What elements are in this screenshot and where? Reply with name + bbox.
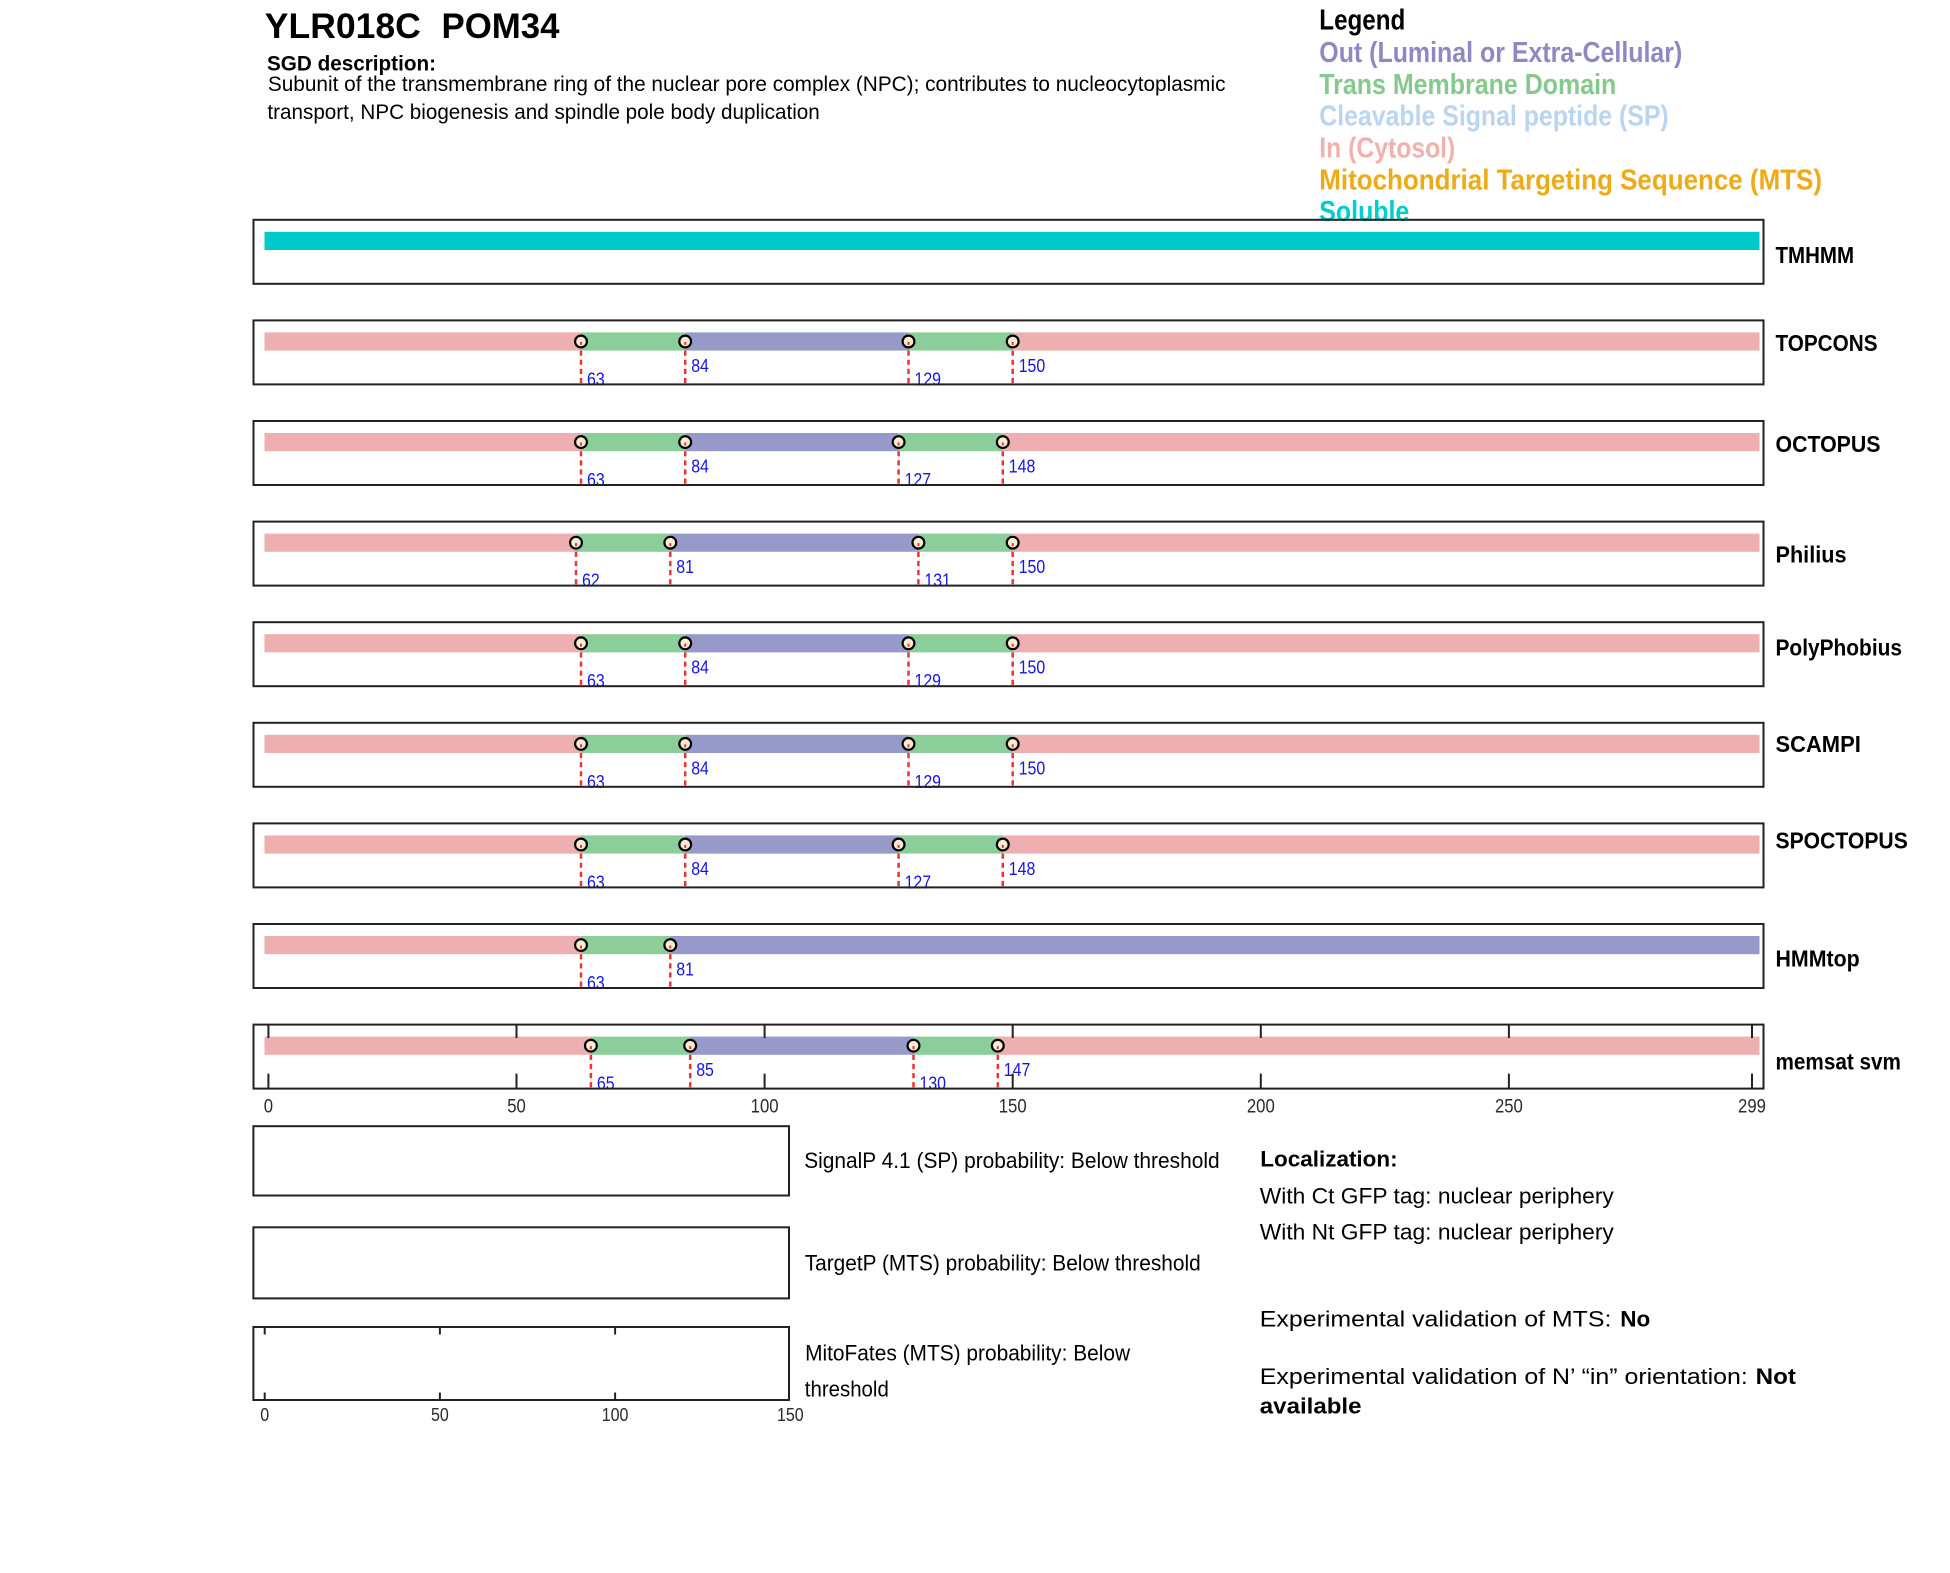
- svg-text:81: 81: [676, 959, 694, 980]
- svg-text:131: 131: [924, 570, 951, 591]
- svg-text:SignalP 4.1 (SP) probability:: SignalP 4.1 (SP) probability: Below thre…: [804, 1148, 1219, 1173]
- svg-text:63: 63: [587, 469, 605, 490]
- svg-text:With Nt GFP tag: nuclear perip: With Nt GFP tag: nuclear periphery: [1260, 1220, 1615, 1245]
- svg-text:65: 65: [597, 1073, 615, 1094]
- svg-text:0: 0: [260, 1404, 269, 1425]
- svg-text:TargetP (MTS) probability: Bel: TargetP (MTS) probability: Below thresho…: [805, 1250, 1201, 1275]
- svg-text:Subunit of the transmembrane r: Subunit of the transmembrane ring of the…: [268, 73, 1226, 96]
- svg-text:Experimental validation of N’: Experimental validation of N’ “in” orien…: [1260, 1364, 1748, 1389]
- svg-text:Localization:: Localization:: [1260, 1146, 1397, 1171]
- svg-text:HMMtop: HMMtop: [1776, 945, 1860, 971]
- svg-text:299: 299: [1738, 1096, 1766, 1118]
- svg-text:148: 148: [1009, 456, 1036, 477]
- svg-text:OCTOPUS: OCTOPUS: [1776, 431, 1881, 457]
- svg-text:129: 129: [915, 771, 942, 792]
- svg-text:0: 0: [264, 1096, 273, 1118]
- svg-text:150: 150: [1019, 657, 1045, 678]
- svg-text:148: 148: [1009, 858, 1036, 879]
- svg-text:Soluble: Soluble: [1319, 196, 1409, 228]
- svg-text:130: 130: [920, 1073, 947, 1094]
- svg-text:63: 63: [587, 871, 605, 892]
- svg-text:SCAMPI: SCAMPI: [1776, 731, 1861, 757]
- svg-text:Experimental validation of MTS: Experimental validation of MTS:: [1260, 1307, 1612, 1332]
- svg-text:150: 150: [777, 1404, 804, 1425]
- svg-text:129: 129: [915, 670, 942, 691]
- svg-text:memsat svm: memsat svm: [1776, 1049, 1901, 1075]
- svg-text:84: 84: [691, 657, 709, 678]
- svg-text:63: 63: [587, 368, 605, 389]
- svg-text:POM34: POM34: [442, 7, 561, 46]
- svg-text:63: 63: [587, 771, 605, 792]
- svg-text:MitoFates (MTS) probability: B: MitoFates (MTS) probability: Below: [805, 1340, 1131, 1365]
- svg-text:Legend: Legend: [1319, 4, 1405, 36]
- svg-text:Cleavable Signal peptide (SP): Cleavable Signal peptide (SP): [1319, 100, 1668, 132]
- svg-text:150: 150: [1019, 556, 1045, 577]
- svg-text:With Ct GFP tag: nuclear perip: With Ct GFP tag: nuclear periphery: [1260, 1183, 1615, 1208]
- svg-text:TMHMM: TMHMM: [1776, 242, 1855, 268]
- svg-text:transport, NPC biogenesis and: transport, NPC biogenesis and spindle po…: [267, 101, 819, 124]
- svg-text:84: 84: [691, 858, 709, 879]
- svg-text:127: 127: [905, 469, 932, 490]
- svg-text:SPOCTOPUS: SPOCTOPUS: [1776, 828, 1908, 854]
- svg-text:129: 129: [915, 368, 942, 389]
- svg-text:63: 63: [587, 972, 605, 993]
- svg-text:150: 150: [999, 1096, 1027, 1118]
- svg-text:Mitochondrial Targeting Sequen: Mitochondrial Targeting Sequence (MTS): [1319, 164, 1822, 196]
- svg-text:200: 200: [1247, 1096, 1275, 1118]
- svg-text:No: No: [1620, 1307, 1650, 1332]
- svg-text:100: 100: [602, 1404, 629, 1425]
- svg-text:50: 50: [431, 1404, 449, 1425]
- svg-text:147: 147: [1004, 1059, 1031, 1080]
- svg-text:84: 84: [691, 355, 709, 376]
- svg-text:PolyPhobius: PolyPhobius: [1776, 634, 1903, 660]
- svg-text:Trans Membrane Domain: Trans Membrane Domain: [1319, 69, 1616, 101]
- svg-text:150: 150: [1019, 355, 1045, 376]
- svg-text:150: 150: [1019, 757, 1045, 778]
- svg-text:TOPCONS: TOPCONS: [1776, 330, 1878, 356]
- svg-text:SGD description:: SGD description:: [267, 52, 436, 75]
- svg-text:62: 62: [582, 570, 600, 591]
- svg-text:In (Cytosol): In (Cytosol): [1319, 132, 1455, 164]
- svg-text:84: 84: [691, 456, 709, 477]
- svg-text:250: 250: [1495, 1096, 1523, 1118]
- svg-text:YLR018C: YLR018C: [265, 7, 421, 46]
- svg-text:Out (Luminal or Extra-Cellular: Out (Luminal or Extra-Cellular): [1319, 37, 1682, 69]
- svg-text:100: 100: [751, 1096, 779, 1118]
- svg-text:84: 84: [691, 757, 709, 778]
- svg-text:threshold: threshold: [805, 1377, 889, 1402]
- svg-text:Philius: Philius: [1776, 541, 1847, 567]
- svg-text:85: 85: [696, 1059, 714, 1080]
- svg-text:50: 50: [507, 1096, 526, 1118]
- svg-text:81: 81: [676, 556, 694, 577]
- svg-text:Not: Not: [1756, 1364, 1797, 1389]
- svg-text:63: 63: [587, 670, 605, 691]
- svg-text:127: 127: [905, 871, 932, 892]
- svg-text:available: available: [1260, 1394, 1362, 1419]
